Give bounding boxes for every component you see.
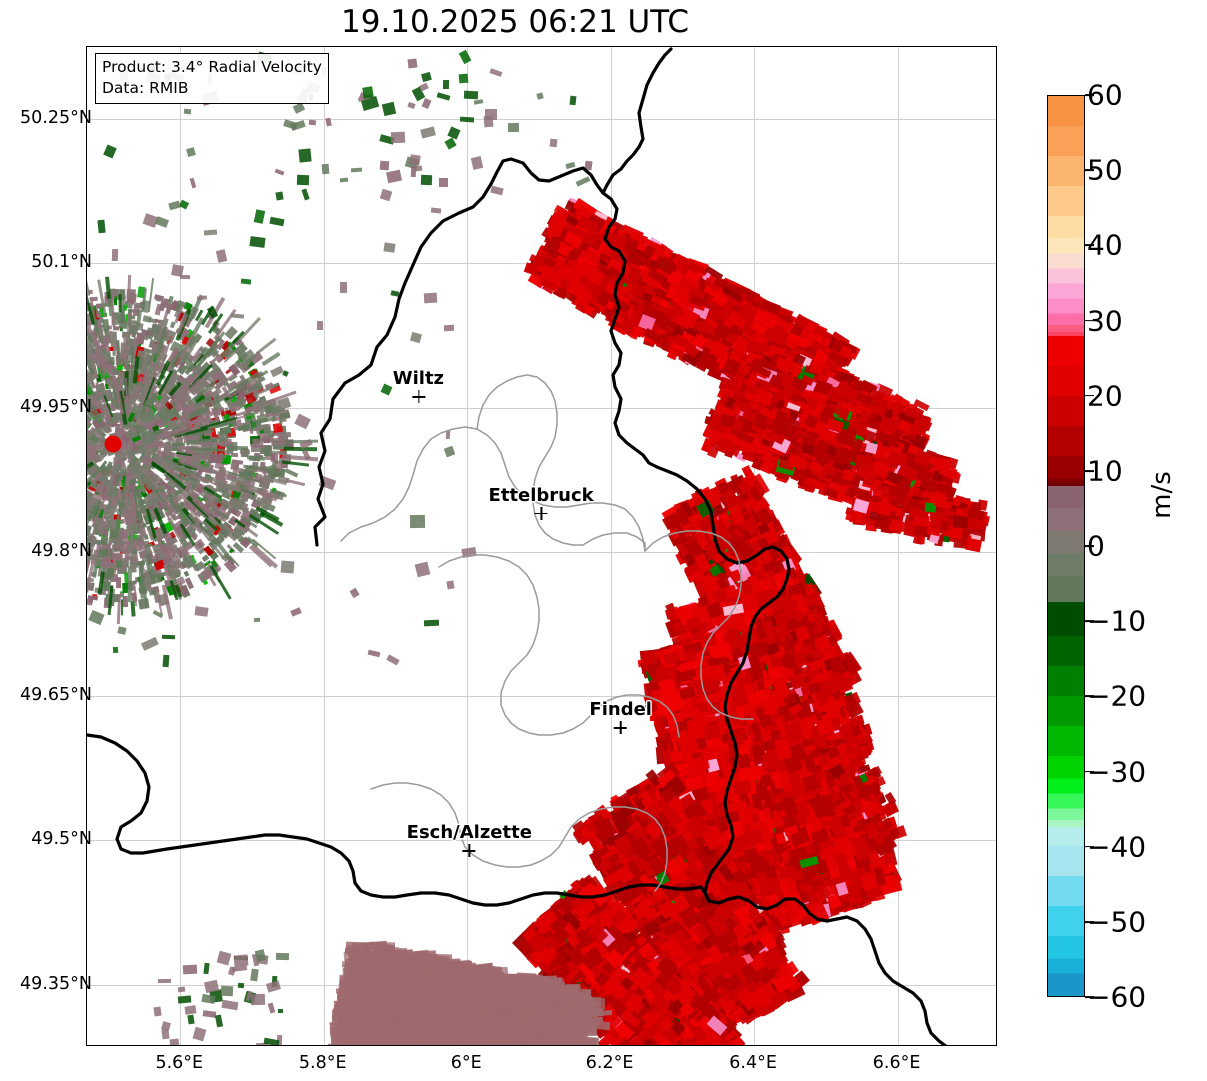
gridline-horizontal-2 <box>87 407 996 409</box>
gridline-vertical-1 <box>323 47 325 1045</box>
page-title: 19.10.2025 06:21 UTC <box>341 4 689 40</box>
gridline-vertical-2 <box>467 47 469 1045</box>
gridline-vertical-3 <box>610 47 612 1045</box>
gridline-horizontal-0 <box>87 119 996 121</box>
gridline-horizontal-4 <box>87 696 996 697</box>
gridline-vertical-5 <box>897 47 899 1045</box>
gridline-horizontal-3 <box>87 551 996 553</box>
radar-map-plot[interactable]: Wiltz Ettelbruck Findel Esch/Alzette Produc… <box>86 46 997 1046</box>
gridline-horizontal-5 <box>87 840 996 842</box>
plot-clip-area: Wiltz Ettelbruck Findel Esch/Alzette Produc… <box>87 47 996 1045</box>
